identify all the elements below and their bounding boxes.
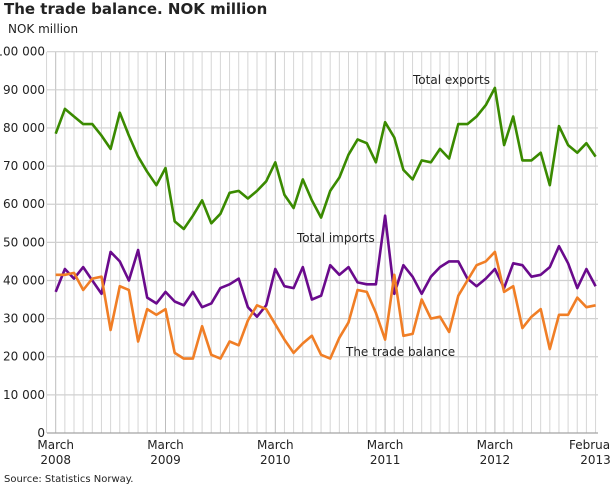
- series-line-total-exports: [54, 86, 597, 231]
- x-tick-label: 2008: [40, 453, 71, 467]
- series-label: Total exports: [412, 73, 490, 87]
- y-tick-label: 80 000: [3, 121, 45, 135]
- y-tick-label: 0: [37, 426, 45, 440]
- x-tick-label: March: [257, 438, 294, 452]
- x-tick-label: 2013: [580, 453, 610, 467]
- y-tick-label: 100 000: [0, 45, 45, 59]
- y-tick-label: 10 000: [3, 388, 45, 402]
- series-label: The trade balance: [345, 345, 455, 359]
- y-tick-label: 20 000: [3, 350, 45, 364]
- x-tick-label: March: [147, 438, 184, 452]
- series-line-total-imports: [54, 214, 597, 319]
- x-tick-label: 2010: [260, 453, 291, 467]
- source-note: Source: Statistics Norway.: [4, 474, 134, 485]
- y-tick-label: 50 000: [3, 235, 45, 249]
- x-tick-label: March: [37, 438, 74, 452]
- x-tick-label: March: [367, 438, 404, 452]
- x-tick-label: 2012: [480, 453, 511, 467]
- y-tick-label: 60 000: [3, 197, 45, 211]
- x-tick-label: March: [477, 438, 514, 452]
- y-axis-label: NOK million: [8, 22, 79, 36]
- chart-title: The trade balance. NOK million: [4, 0, 268, 18]
- x-tick-label: February: [569, 438, 610, 452]
- series-label: Total imports: [296, 231, 375, 245]
- y-tick-label: 70 000: [3, 159, 45, 173]
- y-tick-label: 30 000: [3, 312, 45, 326]
- series-line-the-trade-balance: [55, 250, 596, 360]
- x-tick-label: 2009: [150, 453, 181, 467]
- y-tick-label: 40 000: [3, 273, 45, 287]
- x-tick-label: 2011: [370, 453, 401, 467]
- y-tick-label: 90 000: [3, 83, 45, 97]
